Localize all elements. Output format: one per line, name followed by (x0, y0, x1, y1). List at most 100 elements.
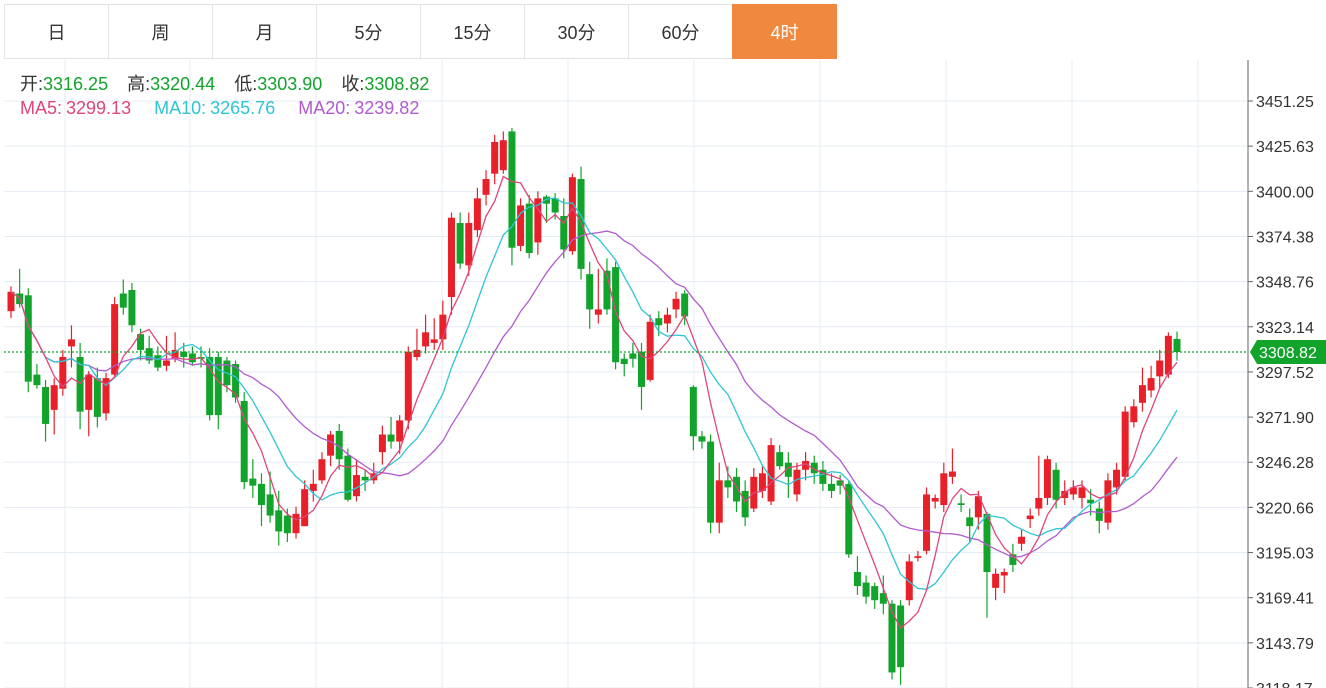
candle-up (378, 434, 386, 453)
timeframe-tabs: 日 周 月 5分 15分 30分 60分 4时 (4, 4, 837, 59)
candle-down (1087, 499, 1095, 504)
candle-up (715, 480, 723, 523)
candle-down (689, 386, 697, 437)
candle-down (776, 452, 784, 467)
candle-up (767, 445, 775, 502)
candle-up (940, 473, 948, 506)
ma5-label: MA5: (20, 98, 63, 118)
candle-up (992, 573, 1000, 588)
ma-legend: MA5: 3299.13 MA10: 3265.76 MA20: 3239.82 (20, 98, 423, 119)
candle-down (249, 478, 257, 486)
candle-down (361, 476, 369, 481)
candle-up (1138, 385, 1146, 403)
candle-down (119, 293, 127, 308)
candle-down (145, 348, 153, 361)
candle-down (888, 603, 896, 673)
candle-down (629, 353, 637, 359)
candle-up (352, 475, 360, 497)
candle-up (327, 434, 335, 456)
candle-down (128, 290, 136, 326)
candle-down (542, 196, 550, 204)
candle-up (663, 314, 671, 324)
close-value: 3308.82 (364, 74, 430, 94)
y-tick-label: 3451.25 (1256, 94, 1314, 111)
candle-up (1130, 406, 1138, 423)
candle-up (7, 291, 15, 312)
y-tick-label: 3297.52 (1256, 365, 1314, 382)
tab-15min[interactable]: 15分 (420, 4, 525, 59)
candle-down (214, 356, 222, 416)
y-tick-label: 3143.79 (1256, 636, 1314, 653)
y-tick-label: 3246.28 (1256, 455, 1314, 472)
candle-down (387, 434, 395, 442)
ma20-label: MA20: (298, 98, 351, 118)
candle-down (784, 462, 792, 477)
candle-down (957, 503, 965, 506)
candle-down (266, 494, 274, 516)
y-tick-label: 3425.63 (1256, 139, 1314, 156)
candle-up (301, 489, 309, 527)
tab-4hour[interactable]: 4时 (732, 4, 837, 59)
ma5-line (10, 175, 1178, 629)
candle-down (983, 513, 991, 572)
candle-up (1156, 360, 1164, 377)
candle-down (188, 353, 196, 363)
candle-up (404, 351, 412, 421)
candle-up (85, 374, 93, 410)
candle-up (1061, 490, 1069, 498)
candle-up (534, 198, 542, 243)
tab-30min[interactable]: 30分 (524, 4, 629, 59)
candle-up (1078, 487, 1086, 498)
candle-down (508, 131, 516, 248)
candle-down (733, 476, 741, 502)
candle-down (344, 455, 352, 500)
tab-day[interactable]: 日 (4, 4, 109, 59)
candle-down (240, 401, 248, 483)
tab-60min[interactable]: 60分 (628, 4, 733, 59)
candle-down (33, 374, 41, 386)
candle-down (586, 274, 594, 310)
candle-up (292, 513, 300, 534)
candle-down (845, 483, 853, 555)
candle-down (871, 586, 879, 601)
candle-up (59, 356, 67, 389)
candle-up (413, 349, 421, 357)
candle-up (594, 309, 602, 315)
candle-down (1173, 338, 1181, 353)
candle-up (1147, 378, 1155, 391)
ma10-line (10, 197, 1178, 590)
candle-down (862, 582, 870, 597)
candle-down (828, 483, 836, 491)
tab-5min[interactable]: 5分 (316, 4, 421, 59)
candle-up (439, 314, 447, 340)
candle-up (473, 198, 481, 231)
low-label: 低: (234, 74, 258, 94)
candle-down (966, 517, 974, 527)
candle-up (517, 205, 525, 246)
low-value: 3303.90 (257, 74, 323, 94)
candle-down (180, 351, 188, 357)
candle-down (707, 441, 715, 523)
y-tick-label: 3169.41 (1256, 591, 1314, 608)
candle-up (1104, 480, 1112, 523)
candle-up (50, 385, 58, 410)
candle-up (67, 339, 75, 347)
y-tick-label: 3374.38 (1256, 229, 1314, 246)
candle-up (447, 217, 455, 298)
candle-down (551, 198, 559, 213)
candle-down (897, 605, 905, 668)
candle-up (465, 223, 473, 266)
last-price-tag (1250, 340, 1326, 365)
candle-down (603, 270, 611, 310)
candle-down (1052, 469, 1060, 500)
candle-down (560, 215, 568, 250)
candle-down (810, 462, 818, 474)
tab-month[interactable]: 月 (212, 4, 317, 59)
candle-down (741, 490, 749, 518)
ohlc-legend: 开:3316.25 高:3320.44 低:3303.90 收:3308.82 (20, 70, 433, 96)
tab-week[interactable]: 周 (108, 4, 213, 59)
candle-down (724, 480, 732, 488)
ma10-value: 3265.76 (210, 98, 276, 118)
candle-up (758, 473, 766, 491)
